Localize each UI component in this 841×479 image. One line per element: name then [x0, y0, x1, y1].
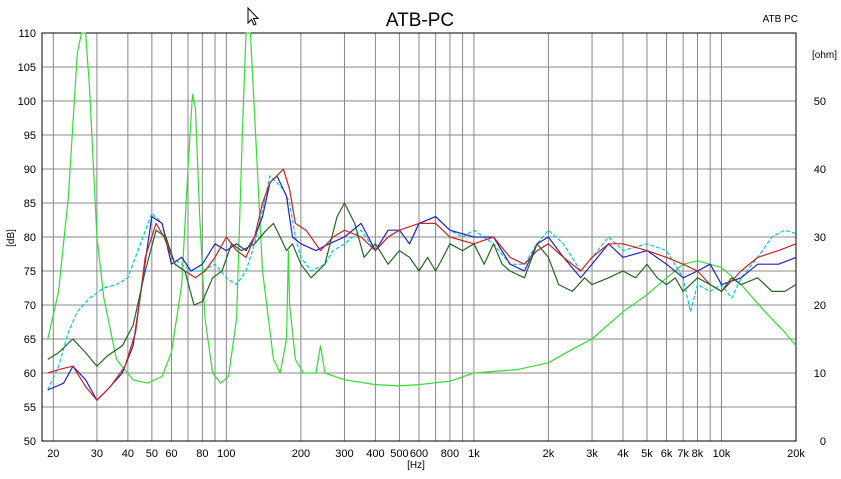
- x-tick-label: 800: [441, 448, 459, 460]
- corner-label: ATB PC: [763, 14, 798, 25]
- series-line: [47, 175, 797, 401]
- x-tick-label: 300: [335, 448, 353, 460]
- x-tick-label: 8k: [692, 448, 704, 460]
- y-tick-label: 85: [24, 198, 36, 210]
- x-tick-label: 3k: [586, 448, 598, 460]
- y2-tick-label: 0: [820, 436, 826, 448]
- y2-tick-label: 50: [814, 96, 826, 108]
- y-tick-label: 110: [18, 28, 36, 40]
- x-tick-label: 500: [390, 448, 408, 460]
- x-tick-label: 60: [165, 448, 177, 460]
- x-tick-label: 2k: [543, 448, 555, 460]
- series-layer: [47, 32, 797, 401]
- x-axis-label: [Hz]: [407, 460, 425, 471]
- y-tick-label: 90: [24, 164, 36, 176]
- x-tick-label: 400: [366, 448, 384, 460]
- chart-title: ATB-PC: [386, 10, 454, 31]
- series-line: [47, 202, 797, 367]
- x-tick-label: 6k: [661, 448, 673, 460]
- grid: [42, 32, 797, 442]
- y-tick-label: 100: [18, 96, 36, 108]
- x-tick-label: 40: [122, 448, 134, 460]
- x-tick-label: 5k: [641, 448, 653, 460]
- y2-tick-label: 10: [814, 368, 826, 380]
- y-tick-label: 70: [24, 300, 36, 312]
- y-tick-label: 60: [24, 368, 36, 380]
- y2-axis-label: [ohm]: [812, 50, 837, 61]
- plot-frame: [41, 32, 797, 442]
- y2-tick-label: 20: [814, 300, 826, 312]
- y-tick-label: 50: [24, 436, 36, 448]
- x-tick-label: 100: [217, 448, 235, 460]
- series-line: [47, 32, 797, 387]
- x-tick-label: 30: [91, 448, 103, 460]
- y2-tick-label: 30: [814, 232, 826, 244]
- y-axis-label: [dB]: [6, 229, 17, 247]
- x-tick-label: 7k: [677, 448, 689, 460]
- y-tick-label: 75: [24, 266, 36, 278]
- x-tick-label: 600: [410, 448, 428, 460]
- x-tick-label: 200: [292, 448, 310, 460]
- y-tick-label: 55: [24, 402, 36, 414]
- x-tick-label: 20k: [787, 448, 805, 460]
- y-tick-label: 105: [18, 62, 36, 74]
- x-tick-label: 80: [196, 448, 208, 460]
- label-layer: 20 30 40 50 60 80 100 200 300 400 500 600 800 1k 2k 3k 4…: [18, 28, 826, 460]
- mouse-cursor-icon: [247, 6, 260, 26]
- x-tick-label: 4k: [617, 448, 629, 460]
- y-tick-label: 95: [24, 130, 36, 142]
- y2-tick-label: 40: [814, 164, 826, 176]
- x-tick-label: 1k: [468, 448, 480, 460]
- series-line: [47, 168, 797, 401]
- x-tick-label: 20: [47, 448, 59, 460]
- y-tick-label: 65: [24, 334, 36, 346]
- x-tick-label: 10k: [713, 448, 731, 460]
- x-tick-label: 50: [146, 448, 158, 460]
- y-tick-label: 80: [24, 232, 36, 244]
